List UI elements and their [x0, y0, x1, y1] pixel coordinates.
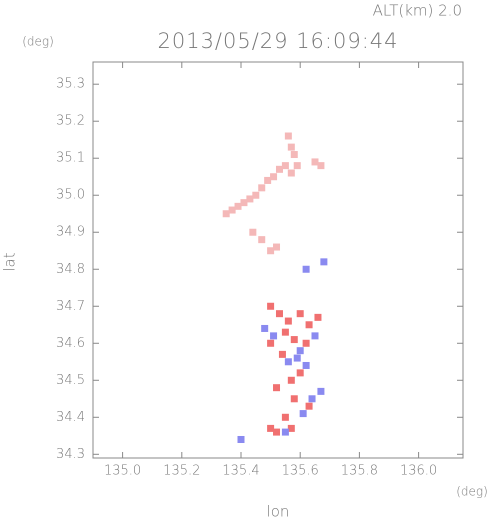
data-cell: [281, 413, 289, 421]
y-tick-label: 34.8: [56, 262, 85, 277]
data-cell: [228, 206, 236, 214]
data-cell: [270, 332, 278, 340]
data-cell: [278, 350, 286, 358]
y-tick-label: 34.3: [56, 447, 85, 462]
y-axis-label: lat: [1, 252, 19, 271]
data-cell: [275, 165, 283, 173]
y-tick-label: 35.1: [56, 151, 85, 166]
data-cell: [275, 310, 283, 318]
data-cell: [302, 265, 310, 273]
data-cell: [222, 210, 230, 218]
data-cell: [314, 313, 322, 321]
data-cell: [302, 361, 310, 369]
data-cell: [287, 169, 295, 177]
data-cell: [305, 402, 313, 410]
data-cell: [302, 339, 310, 347]
data-cell: [296, 369, 304, 377]
data-cell: [293, 162, 301, 170]
data-cell: [273, 243, 281, 251]
data-cell: [258, 184, 266, 192]
data-cell: [287, 424, 295, 432]
data-cell: [308, 395, 316, 403]
data-cell: [267, 247, 275, 255]
data-cell: [267, 339, 275, 347]
y-tick-label: 35.0: [56, 188, 85, 203]
data-cell: [311, 332, 319, 340]
data-cell: [296, 347, 304, 355]
data-cell: [270, 173, 278, 181]
data-cell: [258, 236, 266, 244]
data-cell: [317, 387, 325, 395]
data-cell: [284, 132, 292, 140]
y-tick-label: 34.6: [56, 336, 85, 351]
data-cell: [311, 158, 319, 166]
x-tick-label: 135.6: [282, 464, 319, 479]
y-tick-label: 34.5: [56, 373, 85, 388]
y-tick-label: 34.4: [56, 410, 85, 425]
data-cell: [317, 162, 325, 170]
data-cell: [296, 310, 304, 318]
x-unit: (deg): [456, 485, 488, 499]
x-tick-label: 135.2: [163, 464, 200, 479]
data-cell: [281, 428, 289, 436]
x-axis-label: lon: [267, 503, 290, 521]
data-cell: [264, 176, 272, 184]
data-cell: [287, 143, 295, 151]
data-cell: [299, 410, 307, 418]
data-cell: [267, 302, 275, 310]
data-cell: [293, 354, 301, 362]
x-tick-label: 135.0: [104, 464, 141, 479]
data-cell: [284, 358, 292, 366]
chart-subtitle: ALT(km) 2.0: [373, 2, 462, 20]
y-tick-label: 34.7: [56, 299, 85, 314]
data-cell: [237, 435, 245, 443]
data-cell: [305, 321, 313, 329]
data-cell: [267, 424, 275, 432]
data-cell: [290, 151, 298, 159]
data-cell: [284, 317, 292, 325]
data-cell: [240, 199, 248, 207]
x-tick-label: 135.4: [222, 464, 259, 479]
data-cell: [281, 162, 289, 170]
y-tick-label: 35.3: [56, 77, 85, 92]
data-cell: [273, 384, 281, 392]
data-cell: [320, 258, 328, 266]
data-cell: [252, 191, 260, 199]
y-tick-label: 35.2: [56, 114, 85, 129]
data-cell: [290, 336, 298, 344]
data-cell: [234, 202, 242, 210]
x-tick-label: 136.0: [400, 464, 437, 479]
x-tick-label: 135.8: [341, 464, 378, 479]
data-cell: [261, 324, 269, 332]
chart-title: 2013/05/29 16:09:44: [157, 29, 398, 53]
y-unit: (deg): [22, 35, 54, 49]
plot-frame: [92, 61, 464, 459]
data-cell: [287, 376, 295, 384]
data-cell: [246, 195, 254, 203]
data-cell: [281, 328, 289, 336]
data-cell: [273, 428, 281, 436]
data-cell: [249, 228, 257, 236]
y-tick-label: 34.9: [56, 225, 85, 240]
data-cell: [290, 395, 298, 403]
